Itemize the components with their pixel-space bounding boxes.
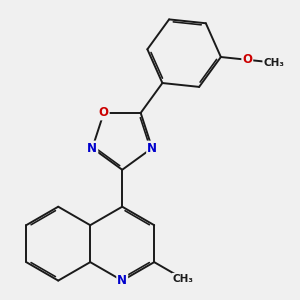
- Text: N: N: [147, 142, 157, 154]
- Text: O: O: [242, 53, 252, 66]
- Text: CH₃: CH₃: [172, 274, 194, 284]
- Text: O: O: [99, 106, 109, 119]
- Text: N: N: [87, 142, 97, 154]
- Text: CH₃: CH₃: [263, 58, 284, 68]
- Text: N: N: [117, 274, 127, 287]
